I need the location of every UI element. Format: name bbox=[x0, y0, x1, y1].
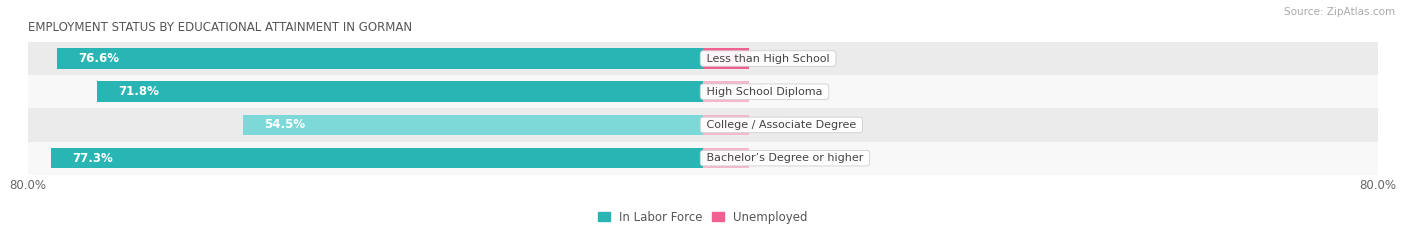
Bar bbox=[703, 82, 749, 102]
Text: College / Associate Degree: College / Associate Degree bbox=[703, 120, 859, 130]
Bar bbox=[703, 48, 749, 69]
Text: 0.0%: 0.0% bbox=[758, 152, 787, 165]
Text: 54.5%: 54.5% bbox=[264, 118, 305, 131]
Text: 0.0%: 0.0% bbox=[758, 118, 787, 131]
Bar bbox=[51, 148, 703, 168]
Text: 71.8%: 71.8% bbox=[118, 85, 159, 98]
Bar bbox=[703, 115, 749, 135]
Bar bbox=[703, 148, 749, 168]
Bar bbox=[28, 142, 1378, 175]
Text: 3.9%: 3.9% bbox=[758, 52, 787, 65]
Bar bbox=[28, 75, 1378, 108]
Text: Bachelor’s Degree or higher: Bachelor’s Degree or higher bbox=[703, 153, 868, 163]
Text: Less than High School: Less than High School bbox=[703, 54, 834, 64]
Legend: In Labor Force, Unemployed: In Labor Force, Unemployed bbox=[593, 206, 813, 229]
Text: 77.3%: 77.3% bbox=[72, 152, 112, 165]
Bar bbox=[28, 108, 1378, 142]
Text: EMPLOYMENT STATUS BY EDUCATIONAL ATTAINMENT IN GORMAN: EMPLOYMENT STATUS BY EDUCATIONAL ATTAINM… bbox=[28, 21, 412, 34]
Text: 0.0%: 0.0% bbox=[758, 85, 787, 98]
Bar bbox=[56, 48, 703, 69]
Text: 76.6%: 76.6% bbox=[77, 52, 120, 65]
Bar bbox=[28, 42, 1378, 75]
Text: Source: ZipAtlas.com: Source: ZipAtlas.com bbox=[1284, 7, 1395, 17]
Bar bbox=[243, 115, 703, 135]
Text: High School Diploma: High School Diploma bbox=[703, 87, 825, 97]
Bar bbox=[97, 82, 703, 102]
